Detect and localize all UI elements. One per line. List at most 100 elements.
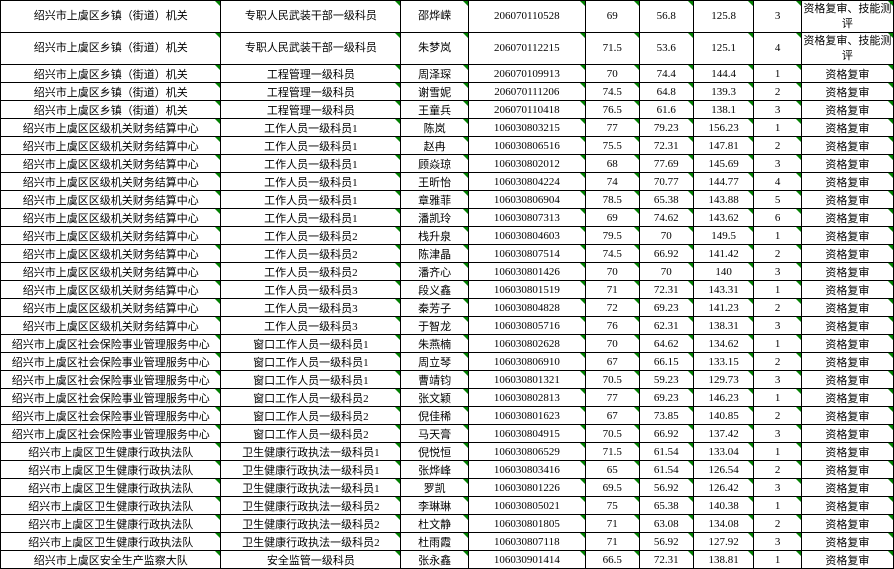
cell-position: 窗口工作人员一级科员2 <box>221 407 401 425</box>
cell-candidate-id: 106030802813 <box>468 389 585 407</box>
cell-score2: 70 <box>639 227 693 245</box>
cell-score1: 72 <box>585 299 639 317</box>
cell-score1: 76 <box>585 317 639 335</box>
cell-score1: 77 <box>585 389 639 407</box>
cell-status: 资格复审 <box>801 227 893 245</box>
cell-org: 绍兴市上虞区区级机关财务结算中心 <box>1 209 221 227</box>
cell-status: 资格复审 <box>801 137 893 155</box>
cell-org: 绍兴市上虞区区级机关财务结算中心 <box>1 281 221 299</box>
cell-rank: 1 <box>754 227 801 245</box>
cell-candidate-id: 106030803416 <box>468 461 585 479</box>
cell-score2: 66.15 <box>639 353 693 371</box>
cell-org: 绍兴市上虞区社会保险事业管理服务中心 <box>1 389 221 407</box>
cell-position: 工程管理一级科员 <box>221 101 401 119</box>
cell-status: 资格复审 <box>801 533 893 551</box>
cell-total: 137.42 <box>693 425 754 443</box>
cell-position: 工作人员一级科员1 <box>221 137 401 155</box>
cell-position: 工作人员一级科员2 <box>221 227 401 245</box>
cell-candidate-id: 106030802628 <box>468 335 585 353</box>
cell-candidate-id: 106030806910 <box>468 353 585 371</box>
cell-name: 倪悦恒 <box>401 443 468 461</box>
cell-position: 专职人民武装干部一级科员 <box>221 33 401 65</box>
cell-score2: 56.8 <box>639 1 693 33</box>
cell-total: 140.38 <box>693 497 754 515</box>
cell-status: 资格复审 <box>801 335 893 353</box>
cell-score1: 70.5 <box>585 371 639 389</box>
cell-rank: 3 <box>754 1 801 33</box>
cell-org: 绍兴市上虞区区级机关财务结算中心 <box>1 263 221 281</box>
cell-position: 窗口工作人员一级科员2 <box>221 389 401 407</box>
cell-total: 156.23 <box>693 119 754 137</box>
cell-total: 140 <box>693 263 754 281</box>
cell-score1: 75.5 <box>585 137 639 155</box>
cell-score1: 78.5 <box>585 191 639 209</box>
table-row: 绍兴市上虞区区级机关财务结算中心工作人员一级科员1潘凯玲106030807313… <box>1 209 894 227</box>
cell-name: 顾焱琼 <box>401 155 468 173</box>
cell-status: 资格复审 <box>801 191 893 209</box>
cell-candidate-id: 206070112215 <box>468 33 585 65</box>
table-row: 绍兴市上虞区社会保险事业管理服务中心窗口工作人员一级科员1曹靖钧10603080… <box>1 371 894 389</box>
cell-org: 绍兴市上虞区卫生健康行政执法队 <box>1 515 221 533</box>
cell-status: 资格复审 <box>801 497 893 515</box>
cell-score2: 69.23 <box>639 389 693 407</box>
cell-status: 资格复审 <box>801 119 893 137</box>
cell-candidate-id: 206070110528 <box>468 1 585 33</box>
cell-name: 杜雨霞 <box>401 533 468 551</box>
cell-rank: 2 <box>754 407 801 425</box>
cell-name: 周泽琛 <box>401 65 468 83</box>
cell-total: 141.23 <box>693 299 754 317</box>
cell-status: 资格复审 <box>801 83 893 101</box>
cell-score2: 74.62 <box>639 209 693 227</box>
cell-candidate-id: 106030807118 <box>468 533 585 551</box>
cell-name: 栈升泉 <box>401 227 468 245</box>
cell-position: 卫生健康行政执法一级科员2 <box>221 497 401 515</box>
cell-score2: 64.62 <box>639 335 693 353</box>
cell-status: 资格复审 <box>801 173 893 191</box>
cell-score1: 69 <box>585 209 639 227</box>
cell-score2: 53.6 <box>639 33 693 65</box>
cell-candidate-id: 106030801321 <box>468 371 585 389</box>
cell-position: 卫生健康行政执法一级科员1 <box>221 479 401 497</box>
cell-rank: 1 <box>754 389 801 407</box>
cell-candidate-id: 106030801519 <box>468 281 585 299</box>
cell-total: 143.88 <box>693 191 754 209</box>
cell-name: 倪佳稀 <box>401 407 468 425</box>
cell-score1: 67 <box>585 407 639 425</box>
cell-score1: 74.5 <box>585 245 639 263</box>
cell-rank: 1 <box>754 119 801 137</box>
cell-rank: 2 <box>754 137 801 155</box>
cell-candidate-id: 106030801226 <box>468 479 585 497</box>
table-row: 绍兴市上虞区卫生健康行政执法队卫生健康行政执法一级科员1罗凯1060308012… <box>1 479 894 497</box>
cell-org: 绍兴市上虞区卫生健康行政执法队 <box>1 479 221 497</box>
cell-status: 资格复审、技能测评 <box>801 33 893 65</box>
cell-candidate-id: 106030802012 <box>468 155 585 173</box>
cell-status: 资格复审 <box>801 245 893 263</box>
cell-rank: 2 <box>754 83 801 101</box>
cell-position: 工作人员一级科员1 <box>221 173 401 191</box>
cell-position: 工作人员一级科员1 <box>221 155 401 173</box>
table-row: 绍兴市上虞区乡镇（街道）机关工程管理一级科员谢雪妮20607011120674.… <box>1 83 894 101</box>
cell-score1: 70 <box>585 65 639 83</box>
cell-score2: 69.23 <box>639 299 693 317</box>
cell-score2: 70.77 <box>639 173 693 191</box>
cell-status: 资格复审 <box>801 443 893 461</box>
cell-status: 资格复审 <box>801 299 893 317</box>
cell-rank: 1 <box>754 335 801 353</box>
cell-candidate-id: 106030806904 <box>468 191 585 209</box>
cell-score2: 61.54 <box>639 461 693 479</box>
cell-org: 绍兴市上虞区区级机关财务结算中心 <box>1 173 221 191</box>
cell-score2: 74.4 <box>639 65 693 83</box>
cell-total: 143.62 <box>693 209 754 227</box>
cell-total: 140.85 <box>693 407 754 425</box>
table-row: 绍兴市上虞区乡镇（街道）机关工程管理一级科员王童兵20607011041876.… <box>1 101 894 119</box>
cell-candidate-id: 106030801623 <box>468 407 585 425</box>
cell-total: 145.69 <box>693 155 754 173</box>
table-row: 绍兴市上虞区区级机关财务结算中心工作人员一级科员1赵冉1060308065167… <box>1 137 894 155</box>
table-row: 绍兴市上虞区社会保险事业管理服务中心窗口工作人员一级科员1朱燕楠10603080… <box>1 335 894 353</box>
cell-rank: 1 <box>754 65 801 83</box>
cell-rank: 3 <box>754 371 801 389</box>
cell-status: 资格复审 <box>801 65 893 83</box>
cell-org: 绍兴市上虞区安全生产监察大队 <box>1 551 221 569</box>
cell-candidate-id: 106030805716 <box>468 317 585 335</box>
cell-score2: 66.92 <box>639 245 693 263</box>
